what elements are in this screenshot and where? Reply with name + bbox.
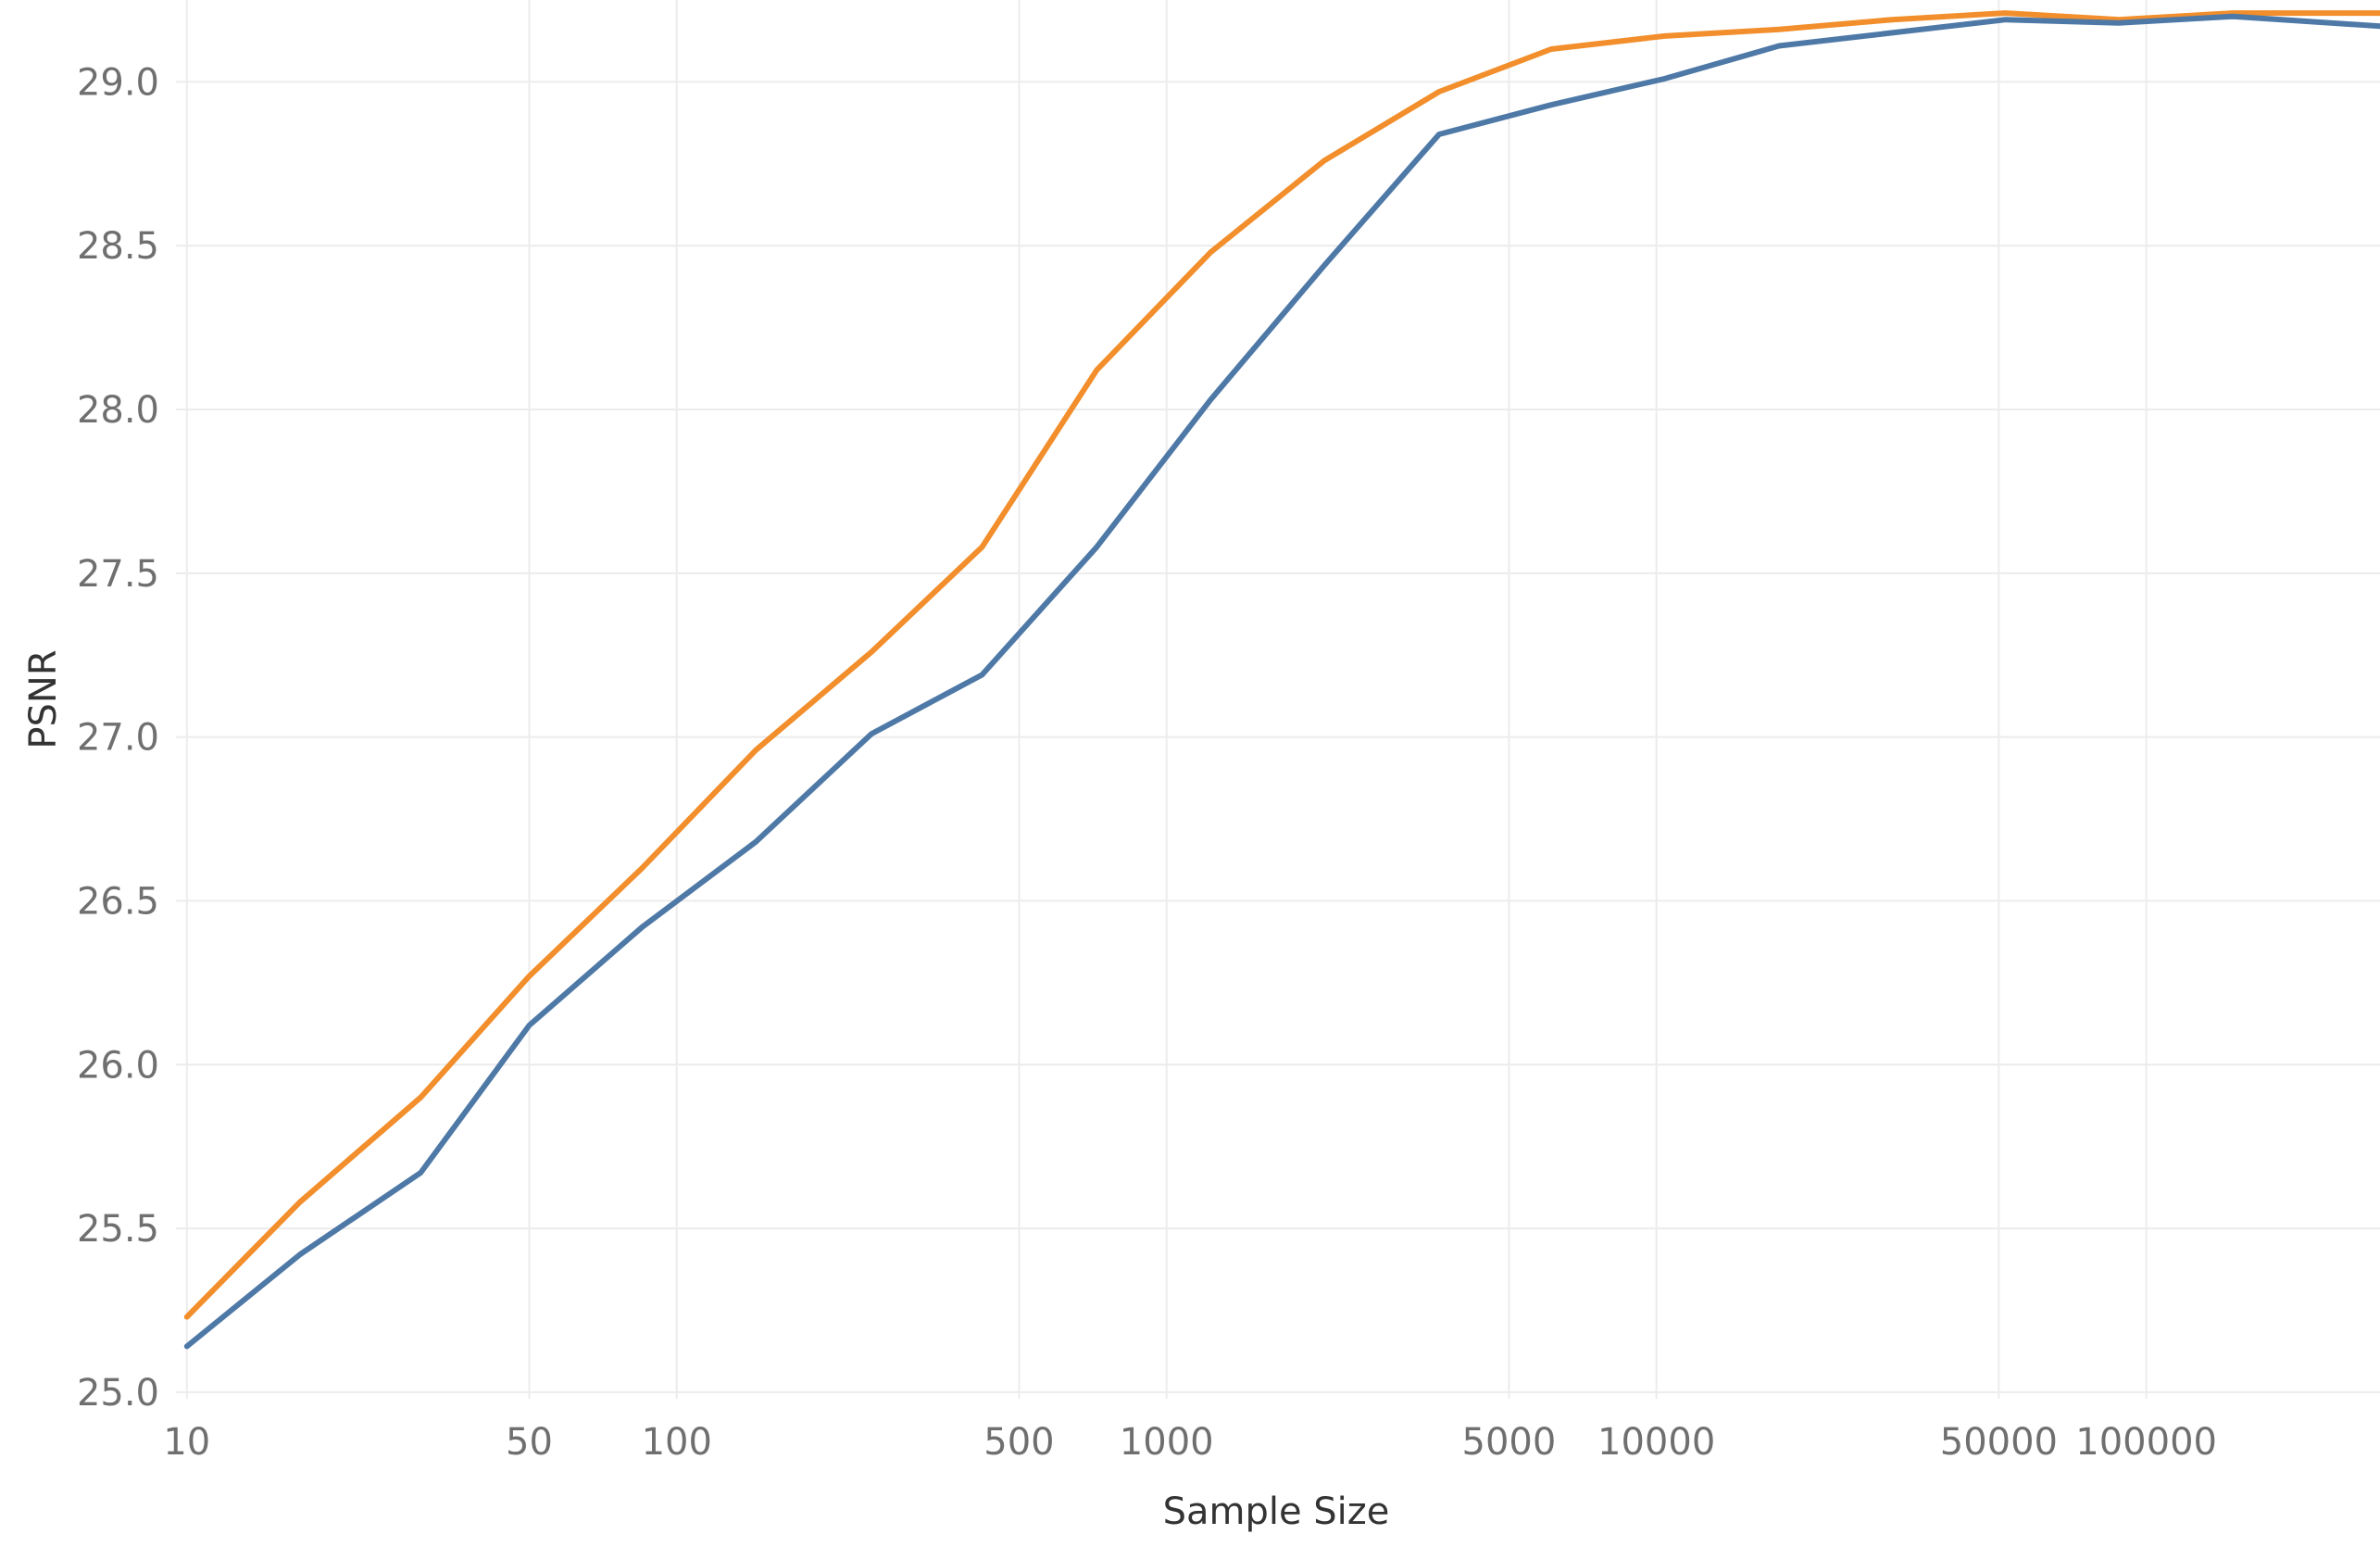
x-tick-label: 1000 bbox=[1120, 1421, 1214, 1464]
y-tick-label: 28.5 bbox=[77, 225, 159, 268]
y-axis-title: PSNR bbox=[22, 649, 65, 748]
y-tick-label: 25.0 bbox=[77, 1372, 159, 1415]
gridlines bbox=[176, 0, 2380, 1399]
x-tick-label: 10000 bbox=[1597, 1421, 1715, 1464]
series-lines bbox=[183, 10, 2380, 1350]
y-tick-label: 26.5 bbox=[77, 880, 159, 923]
x-tick-label: 100000 bbox=[2075, 1421, 2217, 1464]
y-tick-label: 27.0 bbox=[77, 717, 159, 760]
x-tick-label: 50000 bbox=[1940, 1421, 2058, 1464]
y-axis-ticks: 25.0 25.5 26.0 26.5 27.0 27.5 28.0 28.5 29.0 bbox=[77, 61, 159, 1415]
x-axis-title: Sample Size bbox=[1163, 1490, 1390, 1533]
y-tick-label: 26.0 bbox=[77, 1044, 159, 1087]
y-tick-label: 28.0 bbox=[77, 389, 159, 432]
series-line-2 bbox=[183, 13, 2380, 1350]
x-tick-label: 50 bbox=[506, 1421, 553, 1464]
series-line-1 bbox=[183, 10, 2380, 1320]
y-tick-label: 27.5 bbox=[77, 553, 159, 596]
x-tick-label: 5000 bbox=[1462, 1421, 1557, 1464]
x-tick-label: 100 bbox=[642, 1421, 712, 1464]
y-tick-label: 29.0 bbox=[77, 61, 159, 104]
x-tick-label: 10 bbox=[163, 1421, 210, 1464]
x-tick-label: 500 bbox=[983, 1421, 1054, 1464]
x-axis-ticks: 10 50 100 500 1000 5000 10000 50000 100000 bbox=[163, 1421, 2217, 1464]
y-tick-label: 25.5 bbox=[77, 1208, 159, 1251]
